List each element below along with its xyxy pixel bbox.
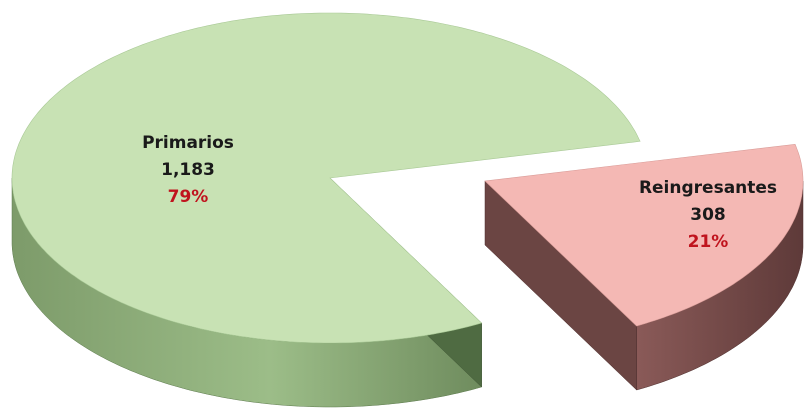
slice-reingresantes-percent: 21% bbox=[688, 232, 729, 252]
slice-reingresantes-top bbox=[484, 143, 804, 327]
slice-reingresantes-label: Reingresantes bbox=[639, 178, 777, 198]
slice-primarios-value: 1,183 bbox=[161, 160, 215, 180]
pie-slice-primarios: Primarios 1,183 79% bbox=[11, 12, 641, 408]
slice-primarios-percent: 79% bbox=[168, 187, 209, 207]
slice-reingresantes-value: 308 bbox=[690, 205, 726, 225]
slice-primarios-label: Primarios bbox=[142, 133, 234, 153]
pie-slice-reingresantes: Reingresantes 308 21% bbox=[484, 143, 804, 391]
slice-primarios-top bbox=[11, 12, 641, 344]
